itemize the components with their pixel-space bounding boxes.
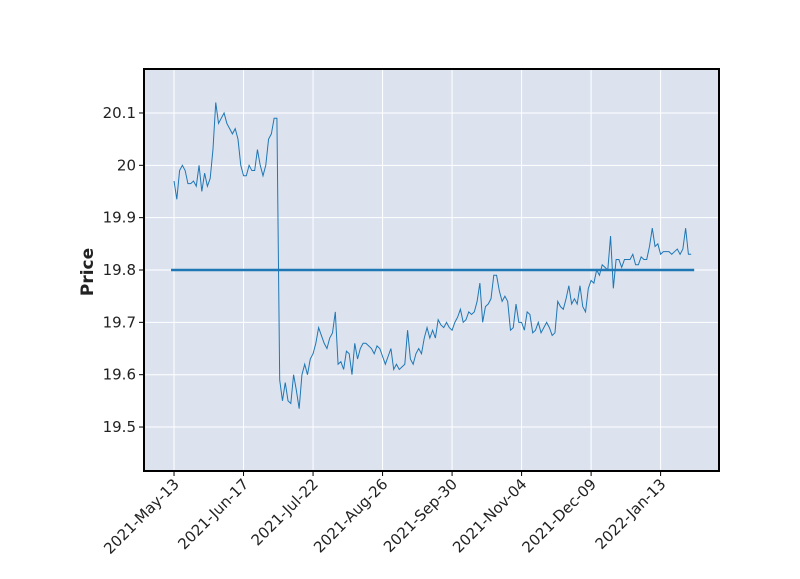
marks	[171, 102, 695, 409]
y-tick-label: 19.5	[103, 418, 136, 436]
y-tick-label: 20	[117, 156, 136, 174]
y-tick-label: 20.1	[103, 104, 136, 122]
y-tick-label: 19.9	[103, 209, 136, 227]
price-line	[173, 102, 692, 409]
x-tick-label: 2021-Jul-22	[248, 475, 322, 549]
x-tick-label: 2021-May-13	[100, 475, 183, 558]
y-tick-label: 19.8	[103, 261, 136, 279]
x-tick-label: 2021-Aug-26	[310, 475, 391, 556]
y-axis-label: Price	[78, 248, 98, 296]
x-tick-label: 2021-Dec-09	[519, 475, 600, 556]
x-tick-label: 2022-Jan-13	[592, 475, 670, 553]
x-tick-label: 2021-Jun-17	[174, 475, 252, 553]
y-tick-label: 19.7	[103, 313, 136, 331]
y-tick-label: 19.6	[103, 366, 136, 384]
